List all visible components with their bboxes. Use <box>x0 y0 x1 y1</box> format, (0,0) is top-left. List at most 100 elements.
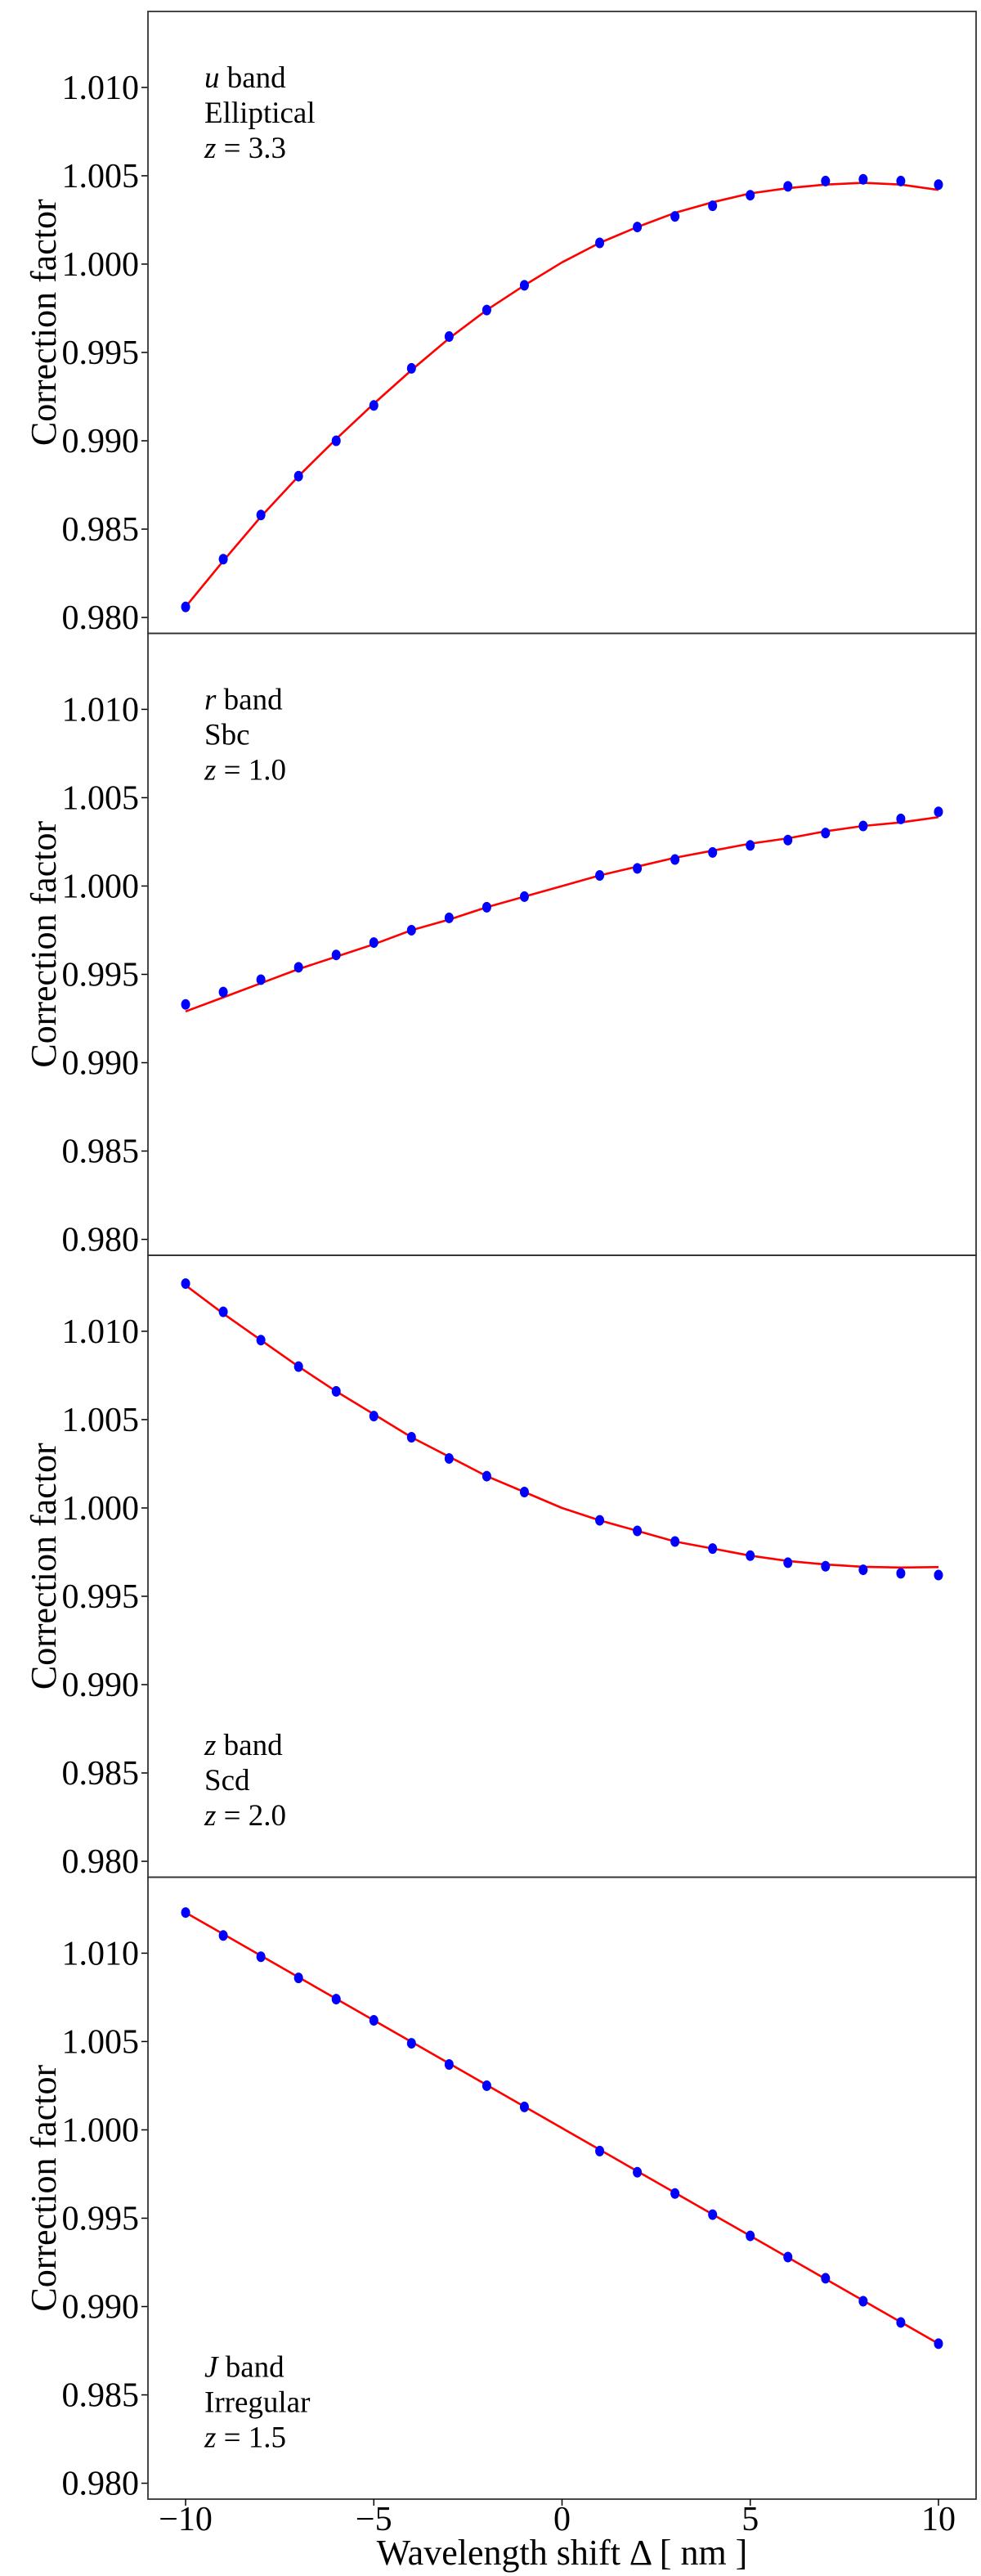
data-point <box>519 891 529 902</box>
data-point <box>746 840 755 851</box>
data-point <box>256 1951 266 1963</box>
data-point <box>369 400 379 411</box>
data-point <box>858 820 868 832</box>
z-value: = 3.3 <box>216 132 286 165</box>
z-value: = 1.5 <box>216 2421 286 2455</box>
data-point <box>293 470 303 482</box>
data-point <box>783 2251 793 2263</box>
data-point <box>331 1385 341 1397</box>
y-tick-label: 1.010 <box>62 691 140 729</box>
fit-line <box>185 1911 939 2345</box>
data-point <box>633 863 643 874</box>
data-point <box>218 554 228 565</box>
data-point <box>821 175 831 186</box>
annotation-galaxy-type: Scd <box>204 1764 250 1797</box>
annotation-redshift: z = 3.3 <box>204 132 286 165</box>
data-point <box>406 362 416 374</box>
annotation-redshift: z = 2.0 <box>204 1799 286 1833</box>
y-tick-label: 1.010 <box>62 1313 140 1351</box>
y-axis-label: Correction factor <box>24 2065 64 2312</box>
axes-frame <box>147 632 977 1256</box>
band-word: band <box>216 1729 283 1762</box>
data-point <box>256 1335 266 1346</box>
y-tick-label: 1.010 <box>62 1935 140 1972</box>
data-point <box>181 601 190 613</box>
data-point <box>595 237 605 249</box>
annotation-galaxy-type: Irregular <box>204 2386 310 2420</box>
y-tick-label: 1.000 <box>62 246 140 284</box>
y-axis-label: Correction factor <box>24 1443 64 1690</box>
annotation-band: r band <box>204 684 283 717</box>
y-tick-label: 1.000 <box>62 2112 140 2149</box>
z-value: = 1.0 <box>216 754 286 788</box>
data-point <box>482 1470 491 1482</box>
band-word: band <box>220 61 287 95</box>
data-point <box>858 1564 868 1576</box>
band-symbol: u <box>204 61 220 95</box>
data-point <box>896 813 906 824</box>
data-point <box>181 1278 190 1290</box>
z-symbol: z <box>204 754 216 788</box>
data-point <box>369 937 379 949</box>
fit-line <box>184 182 939 608</box>
data-point <box>670 1536 680 1547</box>
data-point <box>444 331 454 343</box>
y-tick-label: 0.985 <box>62 1755 140 1793</box>
panel-4: 0.980 0.985 0.990 0.995 1.000 1.005 1.010 Corre… <box>24 1876 977 2573</box>
data-point <box>746 190 755 201</box>
y-tick-label: 0.980 <box>62 1843 140 1881</box>
data-point <box>482 2080 491 2091</box>
data-point <box>595 2145 605 2156</box>
annotation-redshift: z = 1.0 <box>204 754 286 788</box>
data-point <box>369 2015 379 2026</box>
y-tick-label: 0.980 <box>62 599 140 637</box>
panel-3: 0.980 0.985 0.990 0.995 1.000 1.005 1.010 Corre… <box>24 1254 977 1881</box>
panel-1: 0.980 0.985 0.990 0.995 1.000 1.005 1.010 Corre… <box>24 11 977 637</box>
y-axis-label: Correction factor <box>24 821 64 1068</box>
annotation-band: u band <box>204 61 286 95</box>
annotation-galaxy-type: Elliptical <box>204 96 316 130</box>
y-axis-label: Correction factor <box>24 199 64 446</box>
data-point <box>783 1557 793 1568</box>
band-symbol: r <box>204 684 217 717</box>
data-point <box>934 1569 943 1581</box>
y-tick-label: 1.000 <box>62 868 140 905</box>
data-point <box>218 1306 228 1317</box>
band-word: band <box>216 684 283 717</box>
data-point <box>821 828 831 839</box>
data-point <box>595 869 605 881</box>
x-tick-label: −5 <box>356 2501 392 2538</box>
data-point <box>482 901 491 913</box>
y-tick-label: 0.980 <box>62 1222 140 1259</box>
data-point <box>181 999 190 1010</box>
data-point <box>256 509 266 521</box>
data-point <box>519 1487 529 1498</box>
data-point <box>633 2166 643 2178</box>
data-point <box>934 806 943 818</box>
y-tick-label: 0.995 <box>62 2200 140 2237</box>
y-tick-label: 0.985 <box>62 511 140 549</box>
data-point <box>670 2188 680 2199</box>
data-point <box>746 1550 755 1561</box>
data-point <box>934 2338 943 2349</box>
y-tick-label: 0.995 <box>62 1578 140 1616</box>
x-tick-label: 0 <box>553 2501 571 2538</box>
data-point <box>331 435 341 447</box>
x-tick-label: 10 <box>921 2501 956 2538</box>
y-tick-label: 0.990 <box>62 2289 140 2327</box>
y-tick-label: 1.005 <box>62 1402 140 1439</box>
z-value: = 2.0 <box>216 1799 286 1833</box>
data-point <box>444 2059 454 2071</box>
data-point <box>406 924 416 936</box>
z-symbol: z <box>204 132 216 165</box>
data-point <box>858 2296 868 2307</box>
panel-2: 0.980 0.985 0.990 0.995 1.000 1.005 1.010 Corre… <box>24 632 977 1259</box>
y-tick-label: 1.010 <box>62 70 140 107</box>
x-tick-label: −10 <box>159 2501 213 2538</box>
data-point <box>293 1361 303 1372</box>
data-point <box>934 179 943 191</box>
y-tick-label: 0.980 <box>62 2466 140 2503</box>
data-point <box>708 846 718 858</box>
band-symbol: z <box>204 1729 216 1762</box>
